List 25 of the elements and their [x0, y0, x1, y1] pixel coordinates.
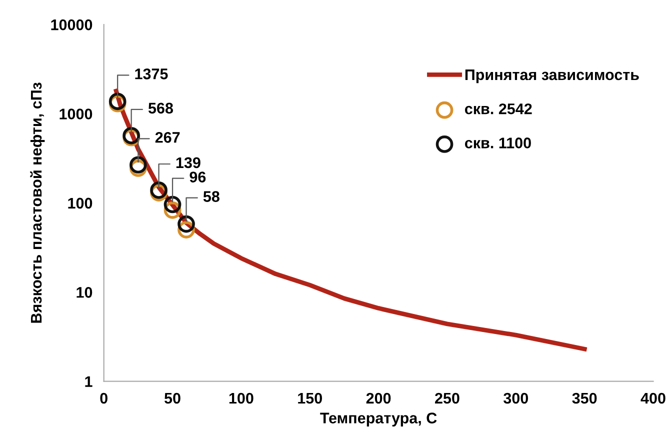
legend-label: скв. 1100 [464, 138, 531, 148]
y-tick-label: 1 [85, 376, 92, 387]
x-tick-label: 50 [164, 392, 180, 404]
y-tick-label: 10 [76, 287, 92, 298]
y-tick-label: 1000 [60, 108, 92, 120]
x-tick-label: 300 [504, 392, 528, 404]
data-label: 96 [190, 172, 206, 182]
x-tick-label: 200 [366, 392, 391, 404]
data-label: 139 [176, 157, 200, 168]
data-label: 58 [203, 191, 220, 202]
legend-label: скв. 2542 [464, 103, 532, 114]
y-tick-label: 100 [68, 198, 92, 209]
data-label: 1375 [135, 68, 168, 80]
x-tick-label: 150 [298, 392, 322, 404]
y-axis-title: Вязкость пластовой нефти, сПз [30, 82, 45, 323]
y-tick-label: 10000 [51, 19, 92, 30]
legend-label: Принятая зависимость [465, 70, 639, 84]
data-label: 267 [155, 132, 180, 143]
x-axis-title: Температура, С [320, 412, 437, 426]
x-tick-label: 350 [572, 392, 597, 404]
x-tick-label: 100 [229, 392, 254, 404]
x-tick-label: 250 [435, 392, 460, 404]
x-tick-label: 0 [100, 392, 108, 404]
data-label: 568 [148, 102, 174, 114]
x-tick-label: 400 [640, 392, 666, 404]
